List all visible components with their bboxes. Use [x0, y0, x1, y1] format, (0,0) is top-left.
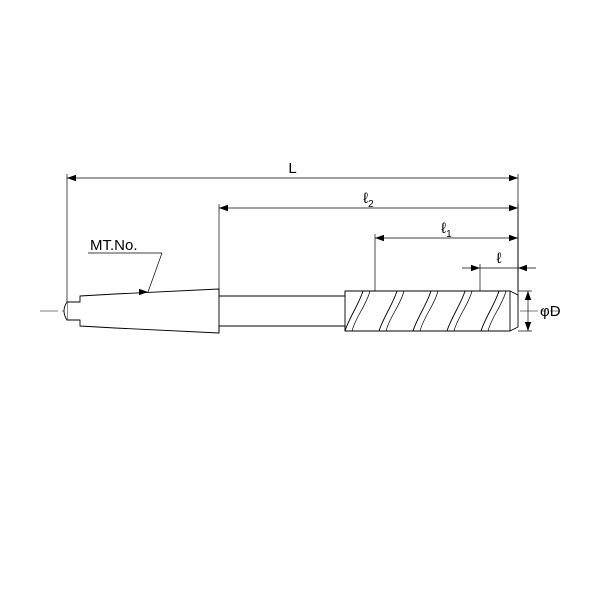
- svg-text:ℓ1: ℓ1: [441, 220, 452, 240]
- label-mtno: MT.No.: [90, 237, 138, 254]
- svg-text:ℓ2: ℓ2: [363, 190, 374, 210]
- svg-text:L: L: [288, 160, 296, 177]
- tool-outline: [67, 289, 518, 333]
- svg-text:ℓ: ℓ: [497, 250, 502, 267]
- dim-phiD: φD: [540, 303, 561, 320]
